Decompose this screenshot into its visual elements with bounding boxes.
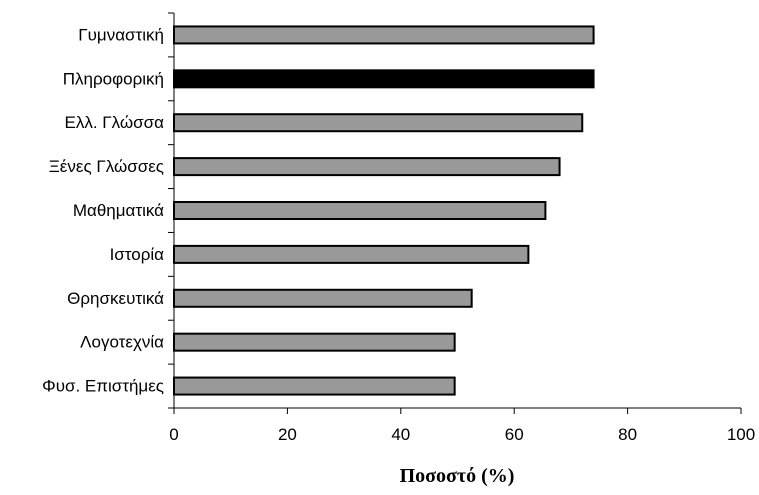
bar-3 (173, 113, 584, 133)
bar-8 (173, 332, 456, 352)
bar-9 (173, 376, 456, 396)
x-tick-label: 0 (169, 425, 178, 444)
x-axis-title: Ποσοστό (%) (400, 465, 515, 487)
category-label: Ιστορία (110, 245, 165, 264)
bar-1 (173, 25, 595, 45)
x-tick-label: 60 (505, 425, 524, 444)
bars-layer (173, 25, 595, 396)
category-label: Ελλ. Γλώσσα (65, 113, 165, 132)
bar-2 (173, 69, 595, 89)
x-tick-label: 100 (727, 425, 755, 444)
axes-layer (168, 12, 742, 414)
category-label: Θρησκευτικά (67, 289, 164, 308)
category-label: Ξένες Γλώσσες (49, 157, 164, 176)
labels-layer: Γυμναστική Πληροφορική Ελλ. Γλώσσα Ξένες Γλ… (42, 25, 755, 444)
category-label: Πληροφορική (63, 69, 164, 88)
category-label: Μαθηματικά (73, 201, 164, 220)
bar-7 (173, 288, 473, 308)
category-label: Λογοτεχνία (80, 333, 164, 352)
x-tick-label: 20 (278, 425, 297, 444)
category-label: Φυσ. Επιστήμες (42, 377, 164, 396)
x-tick-label: 40 (391, 425, 410, 444)
bar-5 (173, 201, 547, 220)
category-label: Γυμναστική (78, 25, 164, 44)
bar-4 (173, 157, 561, 177)
bar-6 (173, 244, 530, 264)
x-tick-label: 80 (618, 425, 637, 444)
